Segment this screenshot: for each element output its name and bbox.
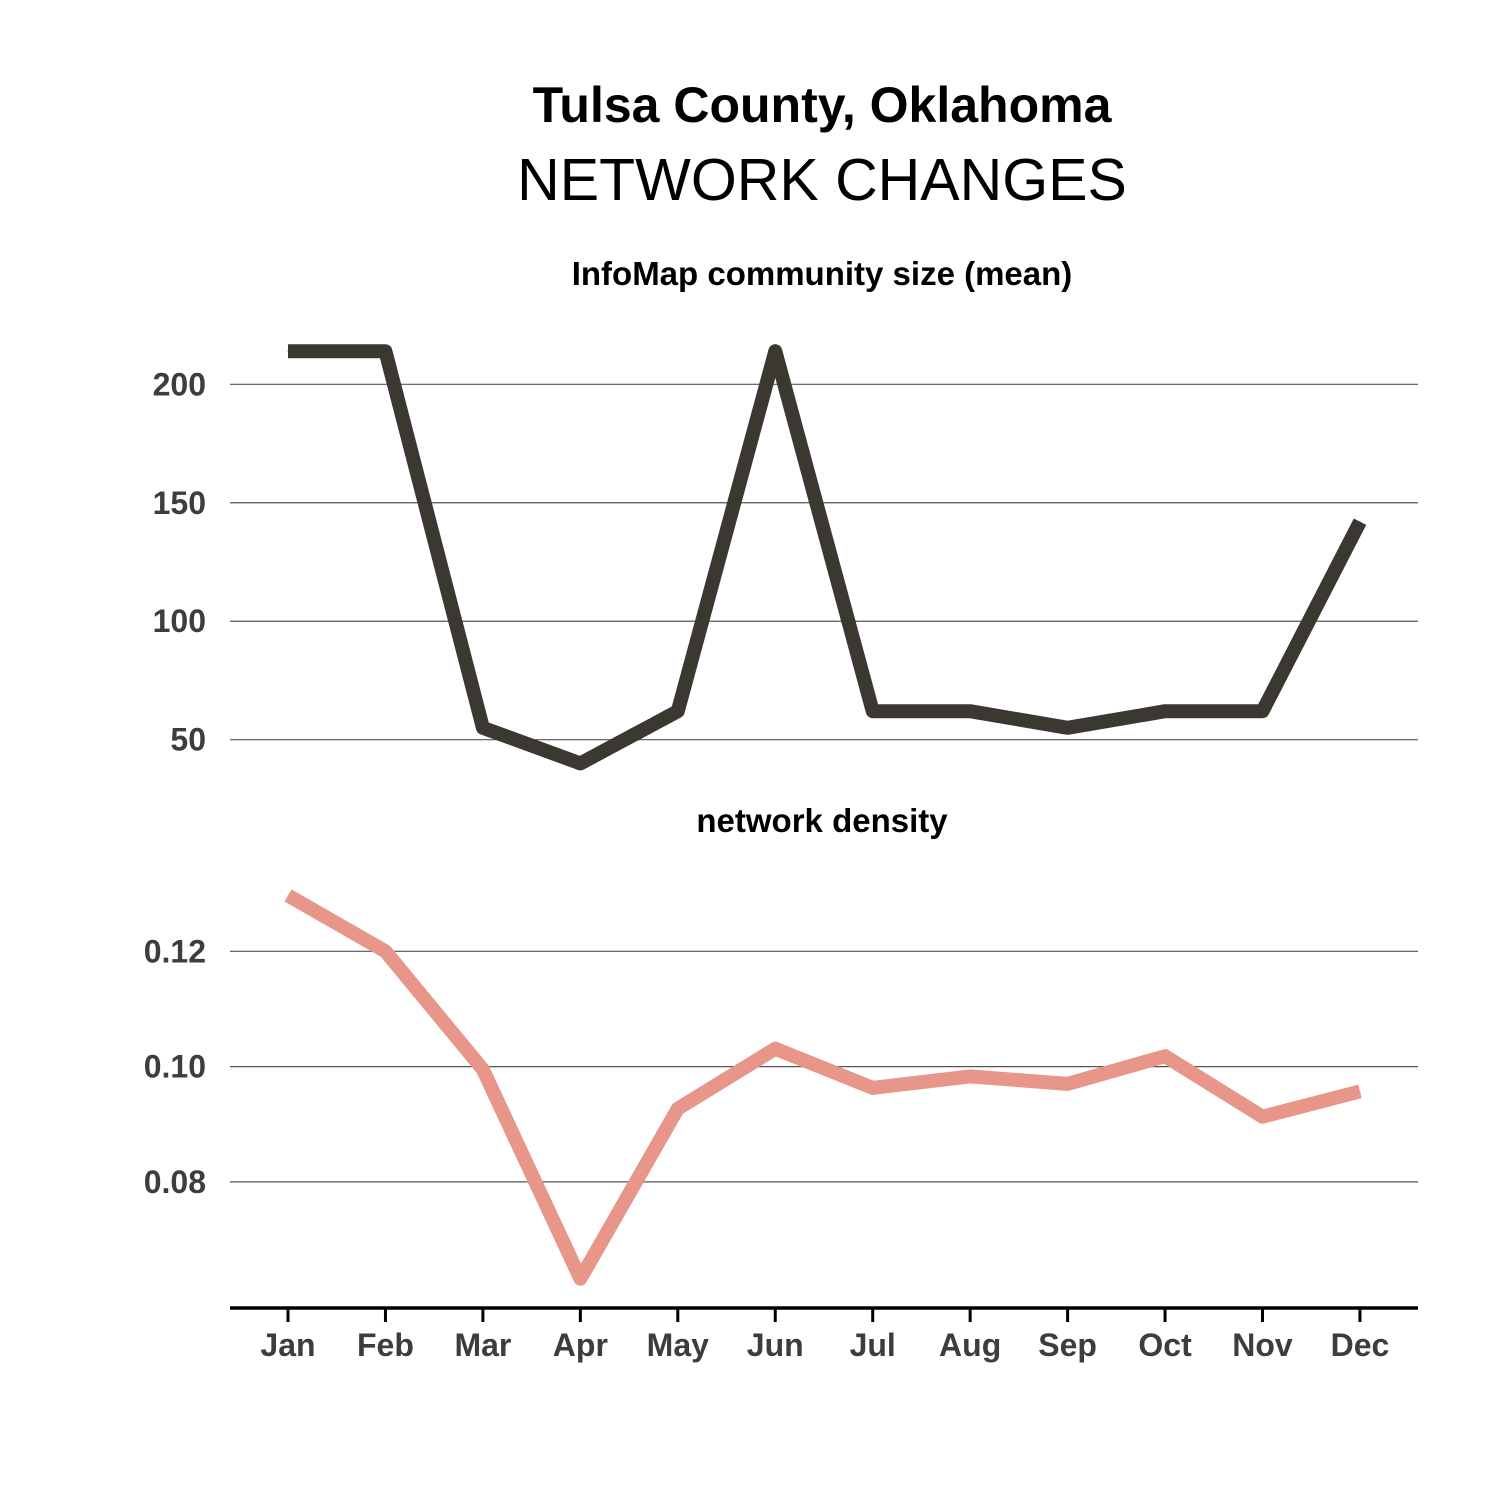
community-size-point-may [677, 710, 679, 712]
x-tick-label-mar: Mar [454, 1327, 511, 1363]
network-density-series [284, 889, 1362, 1286]
community-size-point-nov [1262, 710, 1263, 712]
network-density-point-feb [384, 950, 386, 952]
network-density-point-apr [579, 1278, 581, 1280]
chart-title: Tulsa County, Oklahoma [533, 77, 1113, 133]
x-tick-label-oct: Oct [1138, 1327, 1192, 1363]
community-size-point-mar [482, 727, 484, 729]
community-size-point-jul [872, 710, 874, 712]
community-size-point-apr [579, 762, 581, 764]
community-size-point-jun [774, 350, 776, 352]
community-size-y-tick-label: 150 [153, 485, 206, 521]
network-density-y-axis: 0.08 0.10 0.12 [144, 933, 206, 1200]
community-size-series [287, 344, 1367, 771]
network-density-point-may [677, 1108, 679, 1110]
community-size-panel: InfoMap community size (mean) 50 100 150 20… [153, 255, 1418, 771]
chart-subtitle: NETWORK CHANGES [517, 147, 1127, 213]
network-density-point-aug [969, 1075, 971, 1077]
x-tick-label-may: May [647, 1327, 709, 1363]
x-tick-label-apr: Apr [553, 1327, 608, 1363]
network-density-point-nov [1262, 1116, 1263, 1118]
community-size-point-dec [1359, 521, 1361, 523]
community-size-panel-title: InfoMap community size (mean) [572, 255, 1073, 292]
community-size-point-aug [969, 710, 971, 712]
community-size-y-tick-label: 50 [170, 722, 206, 758]
x-tick-label-aug: Aug [939, 1327, 1001, 1363]
network-density-point-dec [1359, 1090, 1361, 1092]
network-density-y-tick-label: 0.08 [144, 1164, 206, 1200]
network-density-point-jun [774, 1048, 776, 1050]
x-tick-label-jan: Jan [260, 1327, 315, 1363]
x-tick-label-sep: Sep [1038, 1327, 1097, 1363]
community-size-y-tick-label: 200 [153, 366, 206, 402]
community-size-y-axis: 50 100 150 200 [153, 366, 206, 757]
network-density-point-jul [872, 1087, 874, 1089]
x-tick-label-jun: Jun [747, 1327, 804, 1363]
community-size-y-tick-label: 100 [153, 603, 206, 639]
x-tick-label-feb: Feb [357, 1327, 414, 1363]
x-tick-label-jul: Jul [850, 1327, 896, 1363]
community-size-point-feb [384, 350, 386, 352]
x-tick-label-dec: Dec [1331, 1327, 1390, 1363]
network-density-point-oct [1164, 1055, 1166, 1057]
community-size-point-oct [1164, 710, 1166, 712]
network-density-panel-title: network density [696, 802, 948, 839]
network-density-y-tick-label: 0.10 [144, 1049, 206, 1085]
community-size-point-jan [287, 350, 289, 352]
network-density-point-mar [482, 1068, 484, 1070]
network-density-y-tick-label: 0.12 [144, 933, 206, 969]
network-density-panel: network density 0.08 0.10 0.12 [144, 802, 1418, 1286]
network-density-line [284, 889, 1362, 1286]
network-density-point-sep [1067, 1083, 1069, 1085]
network-density-point-jan [287, 894, 289, 896]
community-size-point-sep [1067, 727, 1069, 729]
x-tick-label-nov: Nov [1232, 1327, 1293, 1363]
x-axis: Jan Feb Mar Apr May Jun Jul Aug Sep Oct Nov Dec [230, 1306, 1418, 1363]
community-size-line [288, 344, 1367, 771]
